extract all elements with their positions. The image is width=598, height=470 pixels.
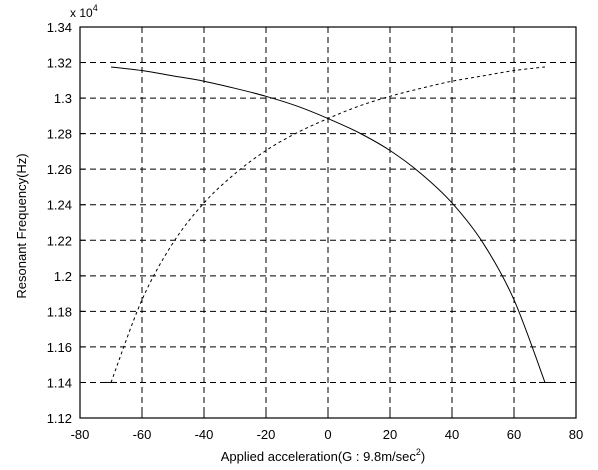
plot-frame [79,26,577,419]
y-tick-label: 1.16 [47,340,72,355]
x-tick-label: -20 [257,427,276,442]
y-tick-label: 1.18 [47,304,72,319]
x-tick-label: -80 [71,427,90,442]
grid [79,26,577,419]
x-tick-labels: -80 -60 -40 -20 0 20 40 60 80 [71,427,584,442]
series-line-dashed [110,66,546,383]
x-tick-label: 20 [383,427,397,442]
x-tick-label: 60 [507,427,521,442]
x-tick-label: 80 [569,427,583,442]
y-tick-label: 1.12 [47,411,72,426]
y-tick-label: 1.22 [47,233,72,248]
y-tick-labels: 1.12 1.14 1.16 1.18 1.2 1.22 1.24 1.26 1.28 1.3 1.… [47,20,72,426]
y-tick-label: 1.2 [54,269,72,284]
y-tick-label: 1.34 [47,20,72,35]
x-tick-label: -60 [133,427,152,442]
series-group [105,66,551,383]
y-tick-label: 1.3 [54,91,72,106]
y-axis-title: Resonant Frequency(Hz) [14,153,29,298]
y-tick-label: 1.28 [47,127,72,142]
x-tick-label: 0 [324,427,331,442]
y-axis-multiplier: x 104 [70,3,98,20]
x-axis-title: Applied acceleration(G : 9.8m/sec2) [221,447,425,464]
y-tick-label: 1.32 [47,56,72,71]
x-tick-label: 40 [445,427,459,442]
y-tick-label: 1.26 [47,162,72,177]
series-line-solid [110,66,546,383]
y-tick-label: 1.24 [47,198,72,213]
y-tick-label: 1.14 [47,375,72,390]
x-tick-label: -40 [195,427,214,442]
